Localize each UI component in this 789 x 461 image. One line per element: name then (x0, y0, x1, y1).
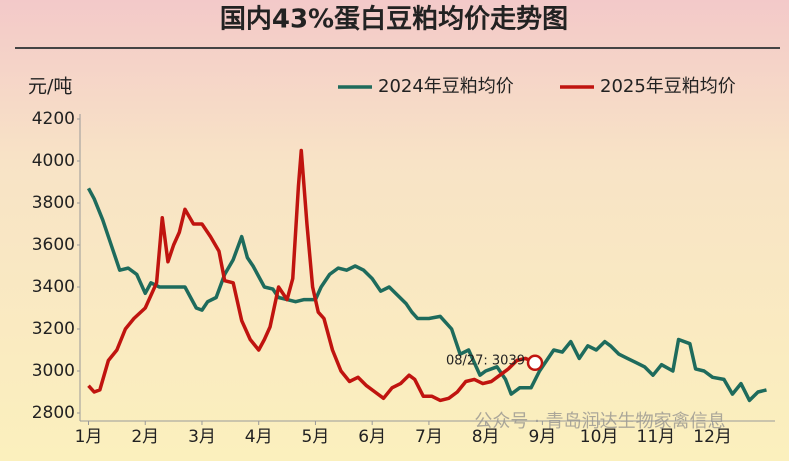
y-tick-label: 2800 (32, 403, 75, 423)
y-tick-label: 4000 (32, 151, 75, 171)
y-tick-label: 3400 (32, 277, 75, 297)
x-tick-label: 8月 (472, 427, 500, 447)
legend-label: 2024年豆粕均价 (378, 76, 514, 97)
y-tick-label: 4200 (32, 109, 75, 129)
x-tick-label: 1月 (75, 427, 103, 447)
y-tick-label: 3800 (32, 193, 75, 213)
x-tick-label: 9月 (528, 427, 556, 447)
x-tick-label: 2月 (131, 427, 159, 447)
x-tick-label: 7月 (415, 427, 443, 447)
x-tick-label: 5月 (302, 427, 330, 447)
annotation-marker (526, 354, 544, 372)
chart-title: 国内43%蛋白豆粕均价走势图 (220, 4, 568, 35)
x-tick-label: 4月 (245, 427, 273, 447)
x-tick-label: 3月 (188, 427, 216, 447)
series-line (87, 148, 536, 403)
x-tick-label: 6月 (358, 427, 386, 447)
series-line (86, 187, 767, 403)
annotation-label: 08/27: 3039 (446, 353, 525, 368)
y-tick-label: 3000 (32, 361, 75, 381)
y-tick-label: 3600 (32, 235, 75, 255)
x-tick-label: 11月 (637, 427, 676, 447)
y-tick-label: 3200 (32, 319, 75, 339)
legend-label: 2025年豆粕均价 (600, 76, 736, 97)
x-tick-label: 10月 (580, 427, 619, 447)
x-tick-label: 12月 (693, 427, 732, 447)
y-axis-label: 元/吨 (28, 76, 72, 98)
